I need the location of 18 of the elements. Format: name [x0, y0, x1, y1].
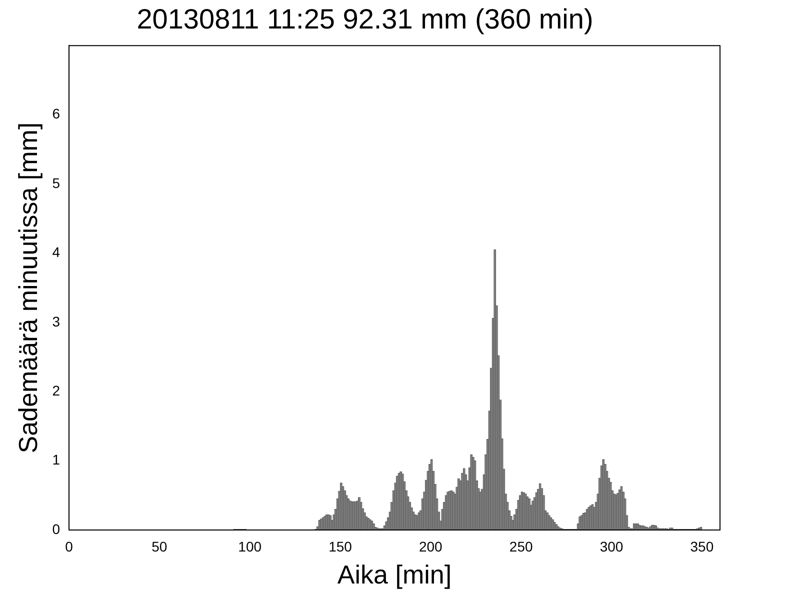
y-tick-label: 2 [52, 382, 60, 398]
y-tick-label: 5 [52, 174, 60, 191]
y-axis-title: Sademäärä minuutissa [mm] [12, 122, 43, 454]
x-tick-label: 250 [509, 538, 533, 554]
y-tick-label: 3 [52, 313, 60, 330]
x-tick-label: 300 [600, 538, 624, 554]
chart-title: 20130811 11:25 92.31 mm (360 min) [136, 4, 594, 35]
y-tick-label: 6 [52, 106, 60, 122]
x-tick-label: 200 [418, 538, 443, 554]
x-axis-title: Aika [min] [337, 560, 452, 590]
x-tick-label: 50 [152, 538, 168, 554]
x-tick-label: 350 [690, 538, 714, 554]
x-tick-label: 0 [65, 538, 74, 554]
x-tick-label: 150 [328, 538, 352, 554]
y-tick-label: 1 [52, 452, 60, 468]
x-tick-label: 100 [238, 538, 262, 554]
y-tick-label: 0 [52, 520, 60, 537]
y-tick-label: 4 [52, 244, 60, 260]
